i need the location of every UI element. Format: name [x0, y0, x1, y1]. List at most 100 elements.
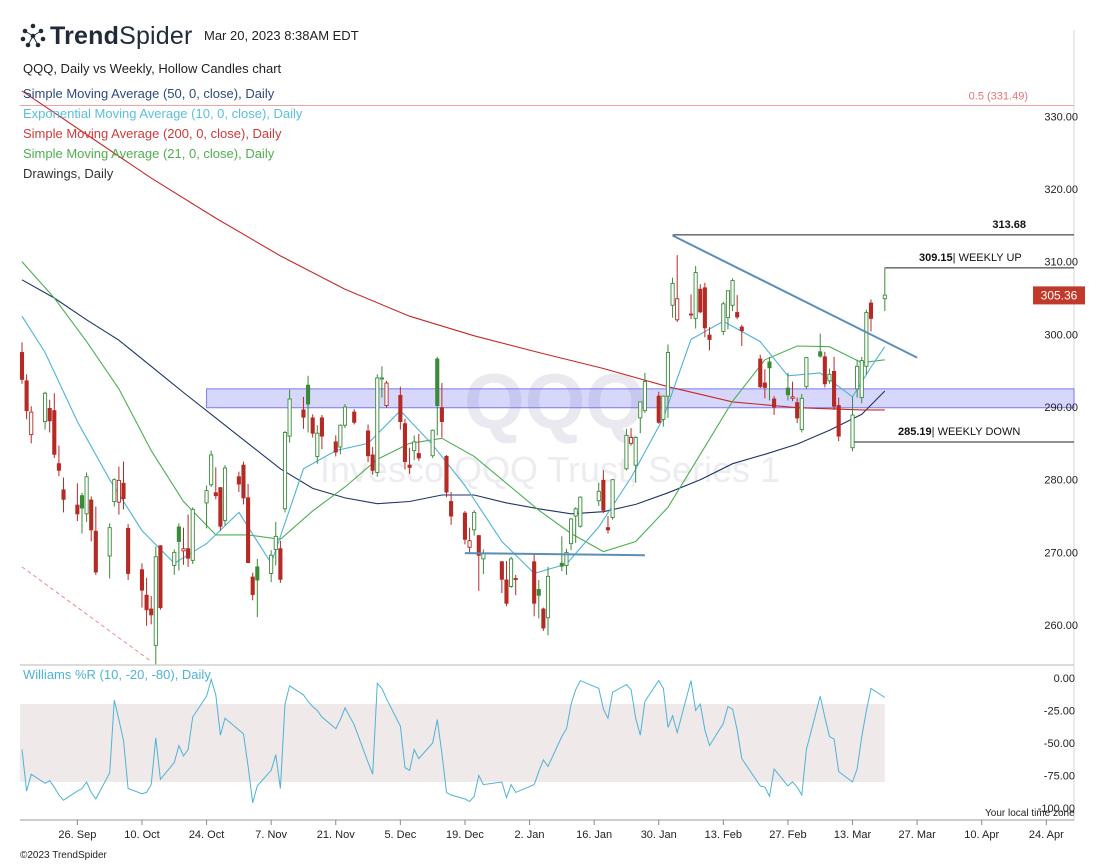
legend-drawings[interactable]: Drawings, Daily	[23, 166, 114, 181]
candle	[449, 492, 454, 525]
candle	[536, 579, 541, 619]
candle	[767, 356, 772, 401]
williams-r-tick-label: -25.00	[1044, 706, 1075, 718]
legend-sma200[interactable]: Simple Moving Average (200, 0, close), D…	[23, 126, 282, 141]
candle	[467, 527, 472, 553]
watermark-description: Invesco QQQ Trust, Series 1	[320, 449, 780, 490]
williams-r-panel: Williams %R (10, -20, -80), Daily 0.00 -25…	[20, 667, 1075, 815]
level-label-2: 285.19| WEEKLY DOWN	[898, 426, 1020, 438]
price-tick-label: 300.00	[1044, 329, 1078, 341]
legend-sma50[interactable]: Simple Moving Average (50, 0, close), Da…	[23, 86, 275, 101]
candle	[213, 467, 218, 500]
candle	[859, 356, 864, 404]
candle	[633, 436, 638, 483]
candle	[509, 556, 514, 588]
candle	[186, 514, 191, 567]
level-label-0: 313.68	[992, 219, 1026, 231]
candle	[675, 255, 680, 322]
last-price-badge	[1033, 286, 1085, 305]
candle	[398, 386, 403, 430]
candle	[370, 446, 375, 475]
candle	[333, 435, 338, 457]
candle	[721, 301, 726, 336]
level-value: 285.19	[898, 426, 932, 438]
timezone-note[interactable]: Your local time zone	[985, 808, 1075, 819]
legend-ema10[interactable]: Exponential Moving Average (10, 0, close…	[23, 106, 303, 121]
last-price-label: 305.36	[1041, 288, 1078, 302]
candle	[758, 354, 763, 389]
time-tick-label: 5. Dec	[384, 829, 416, 841]
level-label-1: 309.15| WEEKLY UP	[919, 252, 1022, 264]
price-tick-label: 320.00	[1044, 184, 1078, 196]
candle	[379, 366, 384, 398]
candle	[56, 445, 61, 477]
level-suffix: | WEEKLY DOWN	[932, 426, 1021, 438]
williams-r-tick-label: 0.00	[1054, 673, 1075, 685]
candle	[868, 299, 874, 332]
candle	[116, 466, 121, 515]
candle	[624, 428, 629, 471]
price-tick-label: 270.00	[1044, 547, 1078, 559]
candle	[444, 454, 449, 498]
time-tick-label: 27. Feb	[769, 829, 806, 841]
legend-sma21[interactable]: Simple Moving Average (21, 0, close), Da…	[23, 146, 275, 161]
candle	[610, 478, 615, 520]
candle	[79, 492, 85, 534]
candle	[573, 507, 578, 543]
candle	[601, 470, 606, 514]
candle	[407, 447, 412, 474]
candle	[366, 424, 371, 463]
candle	[43, 391, 48, 430]
candle	[702, 282, 707, 338]
trendspider-logo-icon	[20, 23, 46, 48]
candle	[790, 381, 795, 402]
trendlines[interactable]	[21, 234, 918, 662]
candle	[439, 383, 444, 438]
level-lines[interactable]: 313.68 309.15| WEEKLY UP 285.19| WEEKLY DO…	[20, 91, 1074, 443]
candle	[47, 399, 52, 433]
candle	[301, 396, 306, 429]
brand-name: TrendSpider	[50, 22, 193, 51]
price-tick-label: 330.00	[1044, 111, 1078, 123]
brand-light: Spider	[119, 21, 193, 50]
candle	[435, 356, 440, 436]
candle	[804, 356, 809, 389]
candle	[273, 521, 278, 566]
candle	[149, 595, 154, 625]
candle	[545, 566, 551, 636]
time-axis[interactable]: 26. Sep 10. Oct 24. Oct 7. Nov 21. Nov 5. Dec…	[58, 820, 1064, 841]
candle	[730, 278, 735, 312]
candle	[107, 523, 112, 579]
candle	[698, 284, 703, 314]
candle	[882, 267, 887, 312]
price-tick-label: 290.00	[1044, 402, 1078, 414]
candle	[172, 549, 177, 575]
candle	[24, 374, 29, 420]
candle	[412, 435, 417, 461]
candle	[735, 295, 740, 320]
candle	[739, 324, 744, 346]
williams-r-tick-label: -100.00	[1038, 803, 1075, 815]
time-tick-label: 13. Mar	[834, 829, 872, 841]
trendspider-logo: TrendSpider	[20, 20, 193, 52]
candle	[656, 391, 661, 424]
williams-r-label[interactable]: Williams %R (10, -20, -80), Daily	[23, 667, 211, 682]
trendline-0[interactable]	[672, 234, 918, 359]
candle	[462, 510, 467, 545]
candle	[319, 415, 324, 450]
trendline-2[interactable]	[21, 566, 152, 662]
candle	[269, 550, 274, 583]
candle	[688, 294, 694, 320]
candle	[795, 397, 800, 424]
price-axis[interactable]: 260.00 270.00 280.00 290.00 300.00 310.00 320.…	[1033, 111, 1085, 632]
williams-r-tick-label: -50.00	[1044, 738, 1075, 750]
copyright: ©2023 TrendSpider	[20, 850, 107, 861]
trendline-1[interactable]	[464, 552, 645, 557]
candle	[306, 375, 311, 433]
candle	[836, 397, 841, 442]
candle	[236, 471, 241, 493]
candle	[278, 540, 283, 583]
candles	[19, 255, 887, 665]
candle	[190, 507, 195, 564]
